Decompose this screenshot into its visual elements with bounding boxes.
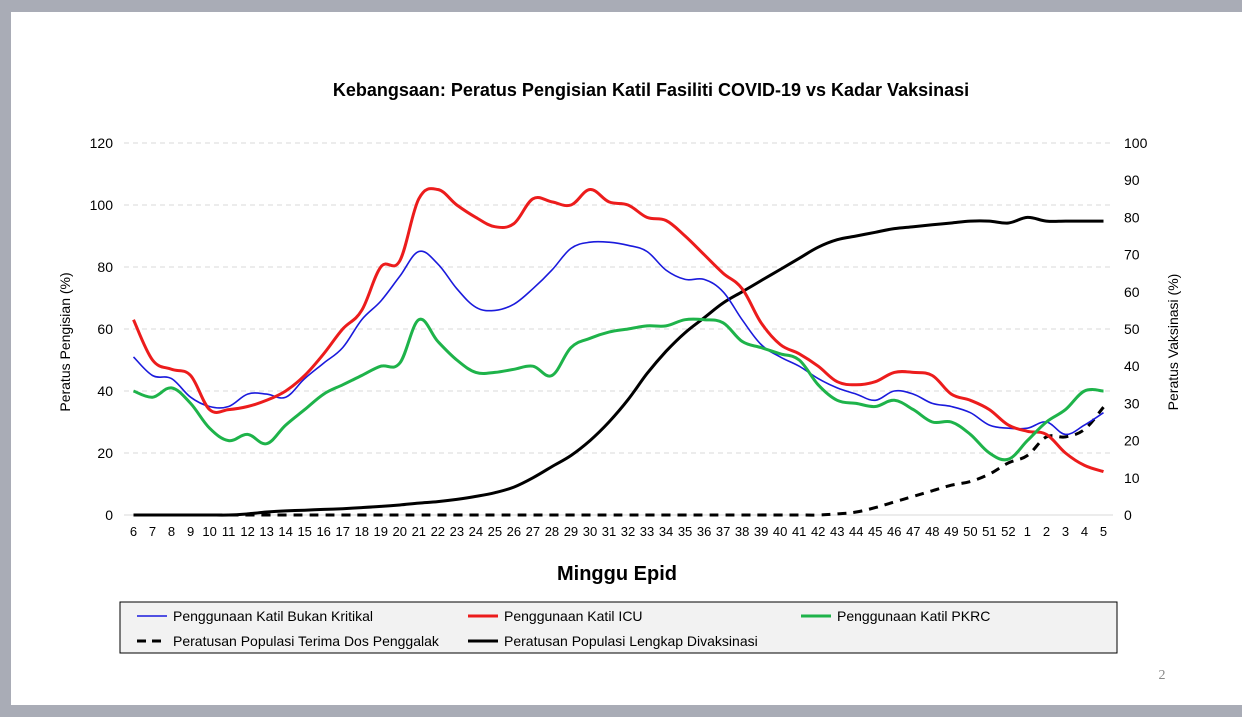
x-tick-label: 52 bbox=[1001, 524, 1015, 539]
x-tick-label: 34 bbox=[659, 524, 673, 539]
x-tick-label: 30 bbox=[583, 524, 597, 539]
y-tick-label: 40 bbox=[97, 383, 113, 399]
x-tick-label: 48 bbox=[925, 524, 939, 539]
y-tick-label: 20 bbox=[97, 445, 113, 461]
y-tick-label: 120 bbox=[90, 135, 114, 151]
x-tick-label: 19 bbox=[374, 524, 388, 539]
x-tick-label: 18 bbox=[355, 524, 369, 539]
x-tick-label: 28 bbox=[545, 524, 559, 539]
x-tick-label: 36 bbox=[697, 524, 711, 539]
series-line-peratusan-populasi-terima-dos-penggalak bbox=[133, 406, 1105, 517]
x-tick-label: 23 bbox=[450, 524, 464, 539]
x-tick-label: 21 bbox=[412, 524, 426, 539]
x-tick-label: 41 bbox=[792, 524, 806, 539]
x-tick-label: 35 bbox=[678, 524, 692, 539]
y2-tick-label: 30 bbox=[1124, 395, 1140, 411]
y-tick-label: 60 bbox=[97, 321, 113, 337]
x-tick-label: 12 bbox=[240, 524, 254, 539]
x-tick-label: 31 bbox=[602, 524, 616, 539]
y2-tick-label: 80 bbox=[1124, 209, 1140, 225]
y2-tick-label: 70 bbox=[1124, 247, 1140, 263]
slide-frame-left bbox=[0, 0, 11, 717]
x-tick-label: 29 bbox=[564, 524, 578, 539]
y-tick-label: 100 bbox=[90, 197, 114, 213]
x-tick-label: 39 bbox=[754, 524, 768, 539]
x-tick-label: 14 bbox=[278, 524, 292, 539]
y-tick-label: 80 bbox=[97, 259, 113, 275]
x-tick-label: 43 bbox=[830, 524, 844, 539]
x-tick-label: 46 bbox=[887, 524, 901, 539]
x-tick-label: 45 bbox=[868, 524, 882, 539]
x-tick-label: 42 bbox=[811, 524, 825, 539]
slide-frame-bottom bbox=[0, 705, 1242, 717]
x-tick-label: 6 bbox=[130, 524, 137, 539]
y2-tick-label: 60 bbox=[1124, 284, 1140, 300]
y2-tick-label: 90 bbox=[1124, 172, 1140, 188]
y2-axis-label: Peratus Vaksinasi (%) bbox=[1165, 274, 1181, 411]
x-tick-label: 50 bbox=[963, 524, 977, 539]
x-tick-label: 26 bbox=[507, 524, 521, 539]
x-tick-label: 17 bbox=[335, 524, 349, 539]
y2-tick-label: 10 bbox=[1124, 470, 1140, 486]
legend: Penggunaan Katil Bukan Kritikal Penggunaa… bbox=[119, 601, 1118, 654]
x-tick-label: 24 bbox=[469, 524, 483, 539]
x-tick-label: 13 bbox=[259, 524, 273, 539]
x-tick-label: 44 bbox=[849, 524, 863, 539]
x-tick-label: 22 bbox=[431, 524, 445, 539]
x-tick-label: 38 bbox=[735, 524, 749, 539]
x-tick-label: 16 bbox=[316, 524, 330, 539]
x-tick-label: 1 bbox=[1024, 524, 1031, 539]
y-axis-label: Peratus Pengisian (%) bbox=[57, 272, 73, 411]
y2-tick-label: 50 bbox=[1124, 321, 1140, 337]
x-tick-label: 47 bbox=[906, 524, 920, 539]
x-tick-label: 11 bbox=[222, 524, 236, 539]
x-tick-label: 37 bbox=[716, 524, 730, 539]
series-line-peratusan-populasi-lengkap-divaksinasi bbox=[133, 215, 1104, 517]
x-tick-label: 7 bbox=[149, 524, 156, 539]
y2-tick-label: 0 bbox=[1124, 507, 1132, 523]
legend-label: Peratusan Populasi Terima Dos Penggalak bbox=[173, 633, 440, 649]
x-axis-label: Minggu Epid bbox=[557, 563, 677, 585]
legend-label: Penggunaan Katil PKRC bbox=[837, 608, 990, 624]
x-tick-label: 32 bbox=[621, 524, 635, 539]
x-tick-label: 15 bbox=[297, 524, 311, 539]
x-tick-label: 49 bbox=[944, 524, 958, 539]
x-tick-label: 33 bbox=[640, 524, 654, 539]
x-tick-label: 25 bbox=[488, 524, 502, 539]
x-tick-label: 10 bbox=[202, 524, 216, 539]
x-tick-label: 51 bbox=[982, 524, 996, 539]
y2-tick-label: 20 bbox=[1124, 433, 1140, 449]
x-tick-label: 4 bbox=[1081, 524, 1088, 539]
legend-label: Penggunaan Katil ICU bbox=[504, 608, 643, 624]
slide-frame-top bbox=[0, 0, 1242, 12]
x-tick-label: 20 bbox=[393, 524, 407, 539]
series-line-penggunaan-katil-bukan-kritikal bbox=[132, 240, 1104, 436]
x-tick-label: 3 bbox=[1062, 524, 1069, 539]
chart-title: Kebangsaan: Peratus Pengisian Katil Fasi… bbox=[333, 80, 969, 100]
legend-label: Peratusan Populasi Lengkap Divaksinasi bbox=[504, 633, 758, 649]
x-tick-label: 9 bbox=[187, 524, 194, 539]
y-tick-label: 0 bbox=[105, 507, 113, 523]
legend-label: Penggunaan Katil Bukan Kritikal bbox=[173, 608, 373, 624]
y2-tick-label: 100 bbox=[1124, 135, 1148, 151]
series-line-penggunaan-katil-pkrc bbox=[132, 317, 1104, 462]
x-tick-label: 8 bbox=[168, 524, 175, 539]
page-number: 2 bbox=[1158, 668, 1166, 683]
x-tick-label: 2 bbox=[1043, 524, 1050, 539]
y2-tick-label: 40 bbox=[1124, 358, 1140, 374]
x-tick-label: 27 bbox=[526, 524, 540, 539]
series-line-penggunaan-katil-icu bbox=[132, 187, 1104, 474]
x-tick-label: 40 bbox=[773, 524, 787, 539]
x-tick-label: 5 bbox=[1100, 524, 1107, 539]
